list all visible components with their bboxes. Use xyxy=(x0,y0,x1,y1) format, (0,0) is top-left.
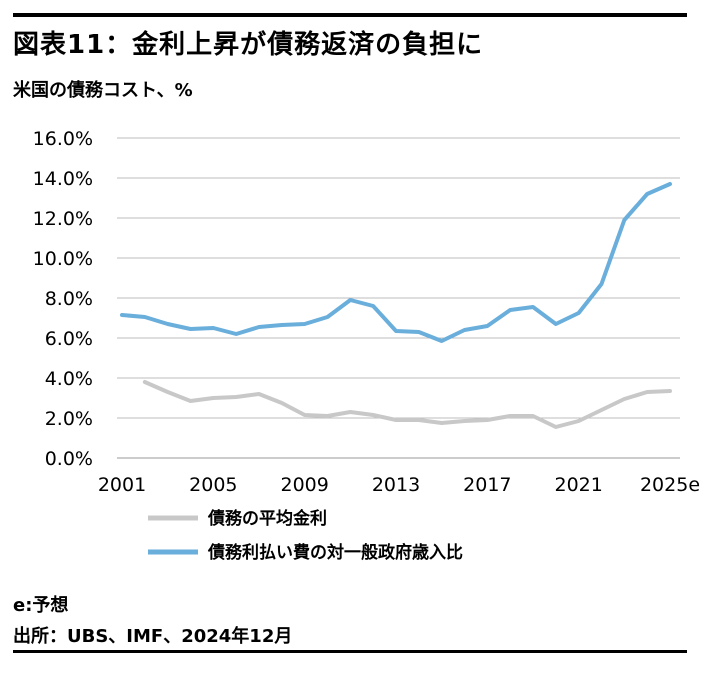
x-tick-label: 2017 xyxy=(463,474,511,496)
y-tick-label: 14.0% xyxy=(33,168,93,190)
source-note: 出所：UBS、IMF、2024年12月 xyxy=(13,626,293,647)
x-tick-label: 2025e xyxy=(640,474,700,496)
y-tick-label: 10.0% xyxy=(33,248,93,270)
x-axis-ticks: 2001 2005 2009 2013 2017 2021 2025e xyxy=(98,474,700,496)
legend-label: 債務利払い費の対一般政府歳入比 xyxy=(207,542,463,563)
line-chart: 0.0% 2.0% 4.0% 6.0% 8.0% 10.0% 12.0% 14.0% 16.0%… xyxy=(33,128,700,563)
bottom-rule xyxy=(13,650,687,653)
grid-lines xyxy=(117,137,680,459)
x-tick-label: 2021 xyxy=(554,474,602,496)
footnote: e:予想 xyxy=(13,595,69,616)
x-tick-label: 2013 xyxy=(372,474,420,496)
x-tick-label: 2001 xyxy=(98,474,146,496)
series-line-interest-to-revenue xyxy=(120,182,672,343)
y-tick-label: 8.0% xyxy=(45,288,93,310)
y-tick-label: 2.0% xyxy=(45,408,93,430)
y-tick-label: 12.0% xyxy=(33,208,93,230)
y-tick-label: 0.0% xyxy=(45,448,93,470)
y-tick-label: 4.0% xyxy=(45,368,93,390)
chart-subtitle: 米国の債務コスト、% xyxy=(13,80,193,101)
top-rule xyxy=(13,13,687,17)
series-lines xyxy=(120,182,672,429)
x-tick-label: 2005 xyxy=(189,474,237,496)
y-axis-ticks: 0.0% 2.0% 4.0% 6.0% 8.0% 10.0% 12.0% 14.0% 16.0% xyxy=(33,128,93,470)
y-tick-label: 6.0% xyxy=(45,328,93,350)
y-tick-label: 16.0% xyxy=(33,128,93,150)
series-line-average-rate xyxy=(142,380,672,429)
x-tick-label: 2009 xyxy=(280,474,328,496)
legend-label: 債務の平均金利 xyxy=(207,508,327,529)
chart-title: 図表11：金利上昇が債務返済の負担に xyxy=(13,30,484,60)
